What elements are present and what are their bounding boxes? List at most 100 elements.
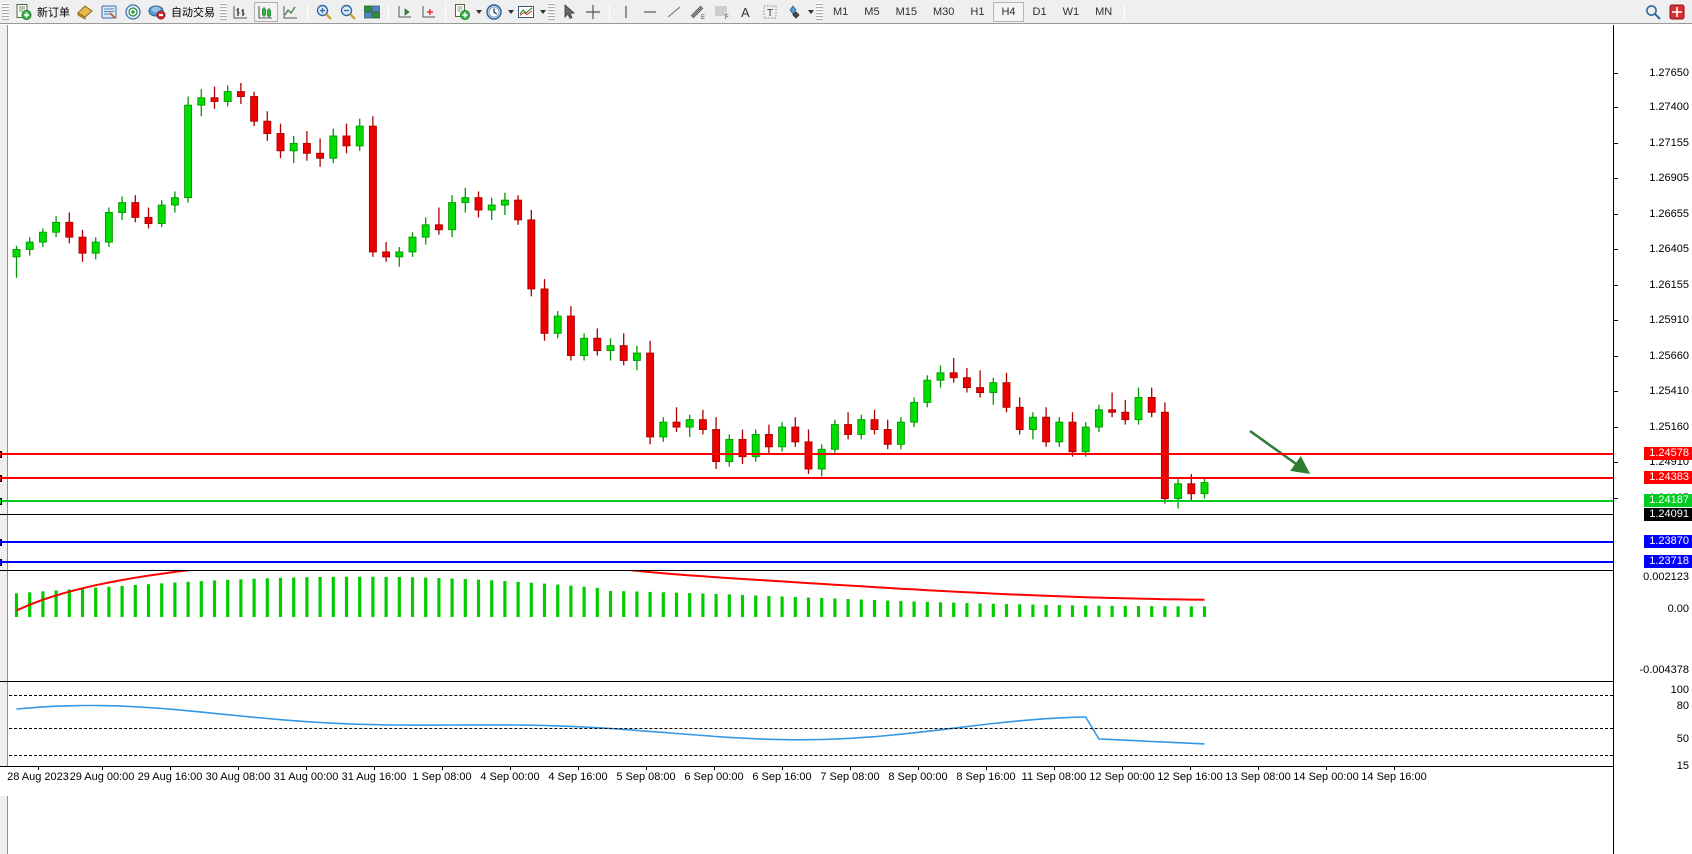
new-order-icon[interactable] [12,2,34,22]
line-chart-icon[interactable] [280,2,302,22]
trendline-icon[interactable] [663,2,685,22]
axis-tick [1614,356,1618,357]
text-icon[interactable]: A [735,2,757,22]
tile-windows-icon[interactable] [361,2,383,22]
candlestick-chart-icon[interactable] [254,1,278,22]
bar-chart-icon[interactable] [230,2,252,22]
text-label-icon[interactable]: T [759,2,781,22]
data-window-icon[interactable] [98,2,120,22]
timeframe-mn[interactable]: MN [1095,5,1113,18]
svg-text:T: T [767,8,773,19]
timeframe-w1[interactable]: W1 [1062,5,1080,18]
axis-label-2: 1.27155 [1649,137,1689,149]
level-line-resistance-2[interactable] [0,475,1613,482]
crosshair-icon[interactable] [582,2,604,22]
axis-label-4: 1.26655 [1649,208,1689,220]
level-handle-target-1[interactable] [0,539,2,546]
auto-scroll-icon[interactable] [418,2,440,22]
expert-advisors-icon[interactable] [74,2,96,22]
axis-tick [1614,249,1618,250]
timeframe-m5[interactable]: M5 [864,5,880,18]
time-axis-label-19: 14 Sep 00:00 [1293,771,1359,783]
period-dropdown-caret[interactable] [508,9,514,14]
time-axis-label-0: 28 Aug 2023 [7,771,69,783]
rsi-pane[interactable] [9,682,1613,766]
horizontal-line-icon[interactable] [639,2,661,22]
templates-dropdown-caret[interactable] [540,9,546,14]
macd-scale-bottom: -0.004378 [1639,664,1689,676]
zoom-out-icon[interactable] [337,2,359,22]
toolbar-grip-4[interactable] [816,2,823,21]
time-tick [782,767,783,770]
level-handle-support-green[interactable] [0,498,2,505]
level-handle-target-2[interactable] [0,559,2,566]
timeframe-d1[interactable]: D1 [1032,5,1047,18]
price-tag-target-2[interactable]: 1.23718 [1644,555,1692,568]
time-tick [850,767,851,770]
timeframe-m15[interactable]: M15 [895,5,917,18]
axis-label-1: 1.27400 [1649,101,1689,113]
axis-tick [1614,462,1618,463]
time-tick [1394,767,1395,770]
time-tick [38,767,39,770]
toolbar-grip-3[interactable] [548,2,555,21]
price-tag-resistance-1[interactable]: 1.24578 [1644,447,1692,460]
axis-label-6: 1.26155 [1649,279,1689,291]
price-tag-current-price: 1.24091 [1644,508,1692,521]
navigator-icon[interactable] [122,2,144,22]
price-tag-target-1[interactable]: 1.23870 [1644,535,1692,548]
search-icon[interactable] [1642,2,1664,22]
macd-scale-zero: 0.00 [1667,603,1689,615]
help-icon[interactable] [1666,2,1688,22]
time-tick [1258,767,1259,770]
vertical-line-icon[interactable] [615,2,637,22]
svg-text:E: E [701,15,705,21]
time-axis-label-1: 29 Aug 00:00 [69,771,135,783]
macd-pane[interactable] [9,554,1613,681]
timeframe-h1[interactable]: H1 [970,5,985,18]
toolbar-separator-4 [609,2,610,21]
price-axis[interactable]: 1.27650 1.27400 1.27155 1.26905 1.26655 … [1613,25,1692,854]
toolbar-separator-5 [1124,2,1126,21]
annotation-arrow-icon[interactable] [1244,425,1354,495]
time-tick [714,767,715,770]
timeframe-h4[interactable]: H4 [993,1,1024,22]
chart-window[interactable]: GBPUSD-,H4 1.24055 1.24118 1.24055 1.240… [0,25,1692,854]
period-icon[interactable] [483,2,505,22]
time-tick [986,767,987,770]
cursor-icon[interactable] [558,2,580,22]
indicators-dropdown-caret[interactable] [476,9,482,14]
fibonacci-icon[interactable]: F [711,2,733,22]
level-handle-resistance-1[interactable] [0,451,2,458]
price-tag-support-green[interactable]: 1.24187 [1644,494,1692,507]
level-line-resistance-1[interactable] [0,451,1613,458]
autotrading-icon[interactable] [146,2,168,22]
price-tag-resistance-2[interactable]: 1.24383 [1644,471,1692,484]
time-axis-label-17: 12 Sep 16:00 [1157,771,1223,783]
timeframe-m30[interactable]: M30 [932,5,955,18]
level-line-support-green[interactable] [0,498,1613,505]
zoom-in-icon[interactable] [313,2,335,22]
level-line-target-1[interactable] [0,539,1613,546]
level-line-target-2[interactable] [0,559,1613,566]
price-pane[interactable] [9,25,1613,543]
toolbar-grip[interactable] [2,2,9,21]
chart-shift-icon[interactable] [394,2,416,22]
time-axis-label-5: 31 Aug 16:00 [341,771,407,783]
svg-text:F: F [725,15,729,21]
time-axis[interactable]: 28 Aug 2023 29 Aug 00:00 29 Aug 16:00 30 Au… [0,766,1613,796]
axis-label-7: 1.25910 [1649,314,1689,326]
toolbar-separator-3 [445,2,446,21]
templates-icon[interactable] [515,2,537,22]
time-axis-label-12: 7 Sep 08:00 [820,771,880,783]
axis-label-5: 1.26405 [1649,243,1689,255]
level-handle-resistance-2[interactable] [0,475,2,482]
time-axis-label-9: 5 Sep 08:00 [616,771,676,783]
shapes-dropdown-caret[interactable] [808,9,814,14]
indicators-icon[interactable] [451,2,473,22]
toolbar-grip-2[interactable] [220,2,227,21]
timeframe-m1[interactable]: M1 [833,5,849,18]
axis-label-8: 1.25660 [1649,350,1689,362]
shapes-icon[interactable] [783,2,805,22]
equidistant-channel-icon[interactable]: E [687,2,709,22]
